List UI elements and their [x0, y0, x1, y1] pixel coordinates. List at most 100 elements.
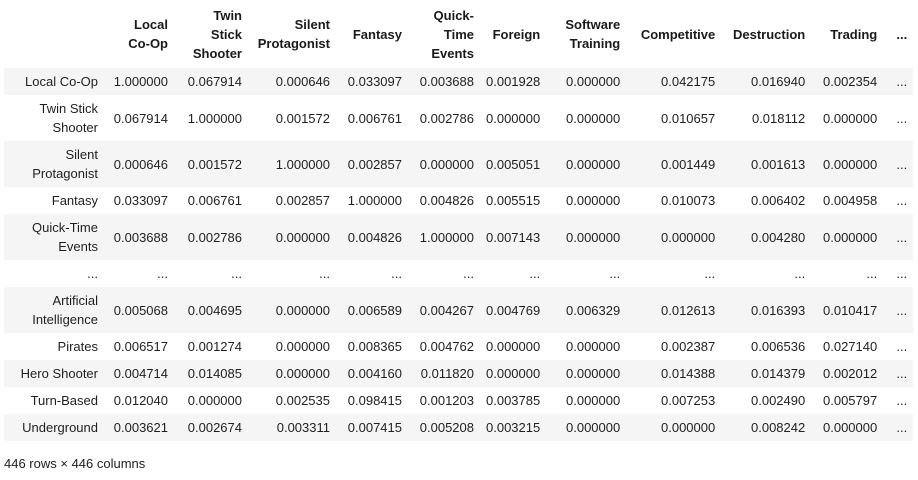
table-cell: ...	[896, 339, 908, 354]
table-row: ....................................	[4, 260, 914, 287]
table-cell: 0.003688	[113, 229, 168, 245]
table-cell: 0.004695	[187, 302, 242, 318]
table-cell: ...	[157, 266, 168, 281]
table-cell: 0.012613	[661, 302, 716, 318]
table-cell: 0.000000	[486, 366, 541, 381]
table-cell: 0.000000	[419, 156, 474, 172]
shape-footer: 446 rows × 446 columns	[4, 456, 146, 471]
table-cell: 0.004762	[419, 339, 474, 354]
table-cell: 0.006761	[347, 110, 402, 126]
table-cell: 0.033097	[347, 74, 402, 89]
table-cell: ...	[319, 266, 330, 281]
row-index-label: ...	[87, 266, 98, 281]
row-index-label: Artificial Intelligence	[32, 293, 98, 327]
table-cell: 0.000000	[486, 339, 541, 354]
table-cell: ...	[896, 229, 908, 245]
table-cell: 1.000000	[347, 193, 402, 208]
table-cell: 0.006402	[751, 193, 806, 208]
table-cell: 0.003311	[276, 420, 330, 435]
table-cell: 0.005797	[823, 393, 878, 408]
table-cell: 0.000000	[566, 229, 621, 245]
row-index-label: Pirates	[57, 339, 98, 354]
table-cell: ...	[529, 266, 541, 281]
table-row: Artificial Intelligence 0.005068 0.004695 0…	[4, 287, 914, 333]
table-cell: 0.006517	[113, 339, 168, 354]
table-cell: 0.000646	[113, 156, 168, 172]
table-cell: 1.000000	[275, 156, 330, 172]
table-cell: 0.016940	[751, 74, 806, 89]
table-cell: 1.000000	[113, 74, 168, 89]
table-cell: 0.000000	[823, 229, 878, 245]
table-cell: ...	[896, 74, 908, 89]
table-cell: 0.002674	[187, 420, 242, 435]
table-cell: 0.003688	[419, 74, 474, 89]
table-cell: ...	[704, 266, 716, 281]
table-cell: 0.000000	[823, 420, 878, 435]
table-cell: 0.005051	[486, 156, 541, 172]
table-cell: 0.002857	[347, 156, 402, 172]
table-row: Silent Protagonist 0.000646 0.001572 1.0000…	[4, 141, 914, 187]
row-index-label: Twin Stick Shooter	[39, 101, 98, 135]
dataframe-table: Local Co-Op Twin Stick Shooter Silent Pr…	[4, 0, 914, 441]
table-cell: 0.004826	[347, 229, 402, 245]
table-cell: ...	[231, 266, 242, 281]
column-header: Fantasy	[352, 26, 402, 42]
table-cell: 0.000000	[187, 393, 242, 408]
row-index-label: Quick-Time Events	[32, 220, 98, 254]
table-cell: 0.000000	[275, 302, 330, 318]
table-cell: 0.002012	[823, 366, 878, 381]
table-cell: 0.000000	[275, 229, 330, 245]
table-cell: 0.018112	[751, 110, 806, 126]
row-index-label: Local Co-Op	[25, 74, 98, 89]
table-cell: 0.001274	[187, 339, 242, 354]
table-cell: 1.000000	[419, 229, 474, 245]
table-cell: 0.004769	[486, 302, 541, 318]
table-cell: 0.016393	[751, 302, 806, 318]
table-cell: 0.006589	[347, 302, 402, 318]
table-cell: ...	[896, 193, 908, 208]
table-cell: 0.002535	[275, 393, 330, 408]
table-cell: 0.005208	[419, 420, 474, 435]
column-header: Quick-Time Events	[431, 7, 474, 61]
table-cell: 0.001572	[187, 156, 242, 172]
table-cell: 0.002387	[661, 339, 716, 354]
table-cell: 0.000000	[566, 393, 621, 408]
table-cell: 0.004826	[419, 193, 474, 208]
column-header-ellipsis: ...	[896, 26, 908, 42]
table-cell: 0.010073	[661, 193, 716, 208]
table-cell: 0.000000	[566, 193, 621, 208]
table-cell: 0.000000	[566, 420, 621, 435]
table-cell: ...	[896, 420, 908, 435]
table-cell: 0.003215	[486, 420, 541, 435]
table-cell: 0.005515	[486, 193, 541, 208]
table-cell: 0.014085	[187, 366, 242, 381]
row-index-label: Hero Shooter	[20, 366, 98, 381]
table-cell: 0.002786	[419, 110, 474, 126]
column-header: Twin Stick Shooter	[192, 7, 242, 61]
table-cell: 0.098415	[347, 393, 402, 408]
table-cell: 0.003785	[486, 393, 541, 408]
table-cell: 0.000000	[566, 339, 621, 354]
table-cell: 0.002857	[275, 193, 330, 208]
table-cell: 0.000000	[486, 110, 541, 126]
table-cell: 0.004280	[751, 229, 806, 245]
table-cell: ...	[794, 266, 806, 281]
row-index-label: Underground	[22, 420, 98, 435]
table-cell: 0.000000	[823, 110, 878, 126]
row-index-label: Silent Protagonist	[32, 147, 98, 181]
table-cell: ...	[896, 366, 908, 381]
table-cell: 0.007253	[661, 393, 716, 408]
table-cell: ...	[391, 266, 402, 281]
table-cell: 0.000646	[275, 74, 330, 89]
table-cell: 0.008365	[347, 339, 402, 354]
table-cell: ...	[896, 110, 908, 126]
table-cell: 0.000000	[566, 74, 621, 89]
table-cell: ...	[463, 266, 474, 281]
table-cell: 0.002786	[187, 229, 242, 245]
column-header: Competitive	[640, 26, 716, 42]
table-cell: 0.067914	[113, 110, 168, 126]
table-cell: 0.010417	[823, 302, 878, 318]
table-cell: 0.042175	[661, 74, 716, 89]
table-cell: 0.003621	[113, 420, 168, 435]
table-cell: 0.000000	[661, 229, 716, 245]
